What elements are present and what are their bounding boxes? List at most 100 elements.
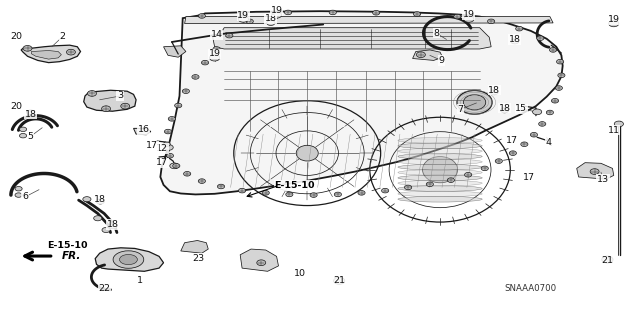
Ellipse shape: [226, 33, 233, 38]
Ellipse shape: [547, 110, 554, 115]
Text: 17: 17: [506, 136, 518, 145]
Ellipse shape: [417, 52, 426, 57]
Ellipse shape: [550, 48, 557, 52]
Ellipse shape: [198, 179, 205, 183]
Ellipse shape: [398, 164, 482, 170]
Text: 18: 18: [509, 35, 521, 44]
Ellipse shape: [164, 129, 172, 134]
Polygon shape: [31, 50, 61, 59]
Ellipse shape: [422, 157, 458, 183]
Ellipse shape: [381, 188, 388, 193]
Text: E-15-10: E-15-10: [47, 241, 88, 250]
Ellipse shape: [398, 143, 482, 149]
Ellipse shape: [209, 55, 220, 61]
Ellipse shape: [447, 178, 454, 182]
Ellipse shape: [285, 10, 292, 15]
Text: 22: 22: [99, 284, 111, 293]
Ellipse shape: [218, 184, 225, 189]
Ellipse shape: [246, 19, 253, 24]
Ellipse shape: [102, 227, 110, 233]
Text: 7: 7: [458, 105, 463, 114]
Text: 3: 3: [117, 92, 123, 100]
Ellipse shape: [465, 173, 472, 177]
Ellipse shape: [240, 11, 247, 16]
Ellipse shape: [333, 277, 345, 284]
Ellipse shape: [271, 12, 282, 18]
Ellipse shape: [83, 197, 91, 202]
Text: 5: 5: [28, 132, 34, 141]
Polygon shape: [161, 11, 563, 195]
Text: 8: 8: [433, 29, 439, 38]
Text: 19: 19: [209, 49, 221, 58]
Ellipse shape: [539, 122, 546, 126]
Ellipse shape: [310, 193, 317, 197]
Ellipse shape: [334, 192, 342, 197]
Ellipse shape: [537, 36, 544, 41]
Ellipse shape: [372, 11, 380, 15]
Ellipse shape: [27, 110, 35, 115]
Text: SNAAA0700: SNAAA0700: [505, 284, 557, 293]
Text: 16: 16: [138, 125, 150, 135]
Ellipse shape: [511, 39, 519, 44]
Polygon shape: [84, 90, 136, 111]
Ellipse shape: [552, 99, 559, 103]
Ellipse shape: [166, 153, 173, 158]
Ellipse shape: [426, 182, 433, 187]
Ellipse shape: [19, 127, 27, 131]
Text: 23: 23: [193, 254, 205, 263]
Ellipse shape: [521, 142, 528, 146]
Ellipse shape: [398, 196, 482, 202]
Ellipse shape: [168, 116, 175, 121]
Ellipse shape: [398, 186, 482, 191]
Ellipse shape: [490, 90, 499, 95]
Polygon shape: [95, 248, 164, 271]
Text: 9: 9: [438, 56, 444, 65]
Text: 12: 12: [156, 144, 168, 153]
Ellipse shape: [557, 59, 564, 64]
Ellipse shape: [19, 133, 27, 138]
Polygon shape: [134, 128, 151, 135]
Text: 20: 20: [11, 102, 22, 111]
Ellipse shape: [481, 166, 488, 171]
Ellipse shape: [398, 137, 482, 143]
Ellipse shape: [454, 14, 461, 19]
Ellipse shape: [262, 190, 269, 195]
Polygon shape: [164, 46, 186, 57]
Text: E-15-10: E-15-10: [274, 181, 315, 190]
Polygon shape: [577, 163, 614, 179]
Ellipse shape: [239, 188, 246, 193]
Ellipse shape: [329, 10, 337, 15]
Ellipse shape: [170, 163, 179, 169]
Polygon shape: [21, 45, 81, 63]
Ellipse shape: [398, 148, 482, 154]
Text: 18: 18: [499, 104, 511, 113]
Ellipse shape: [531, 132, 538, 137]
Ellipse shape: [96, 199, 104, 204]
Ellipse shape: [23, 46, 32, 51]
Ellipse shape: [192, 75, 199, 79]
Text: 17: 17: [156, 158, 168, 167]
Ellipse shape: [93, 216, 102, 221]
Ellipse shape: [358, 190, 365, 195]
Ellipse shape: [500, 108, 509, 113]
Ellipse shape: [398, 191, 482, 197]
Text: 19: 19: [463, 11, 475, 19]
Ellipse shape: [532, 109, 541, 115]
Ellipse shape: [404, 185, 412, 190]
Ellipse shape: [398, 175, 482, 181]
Ellipse shape: [556, 86, 563, 90]
Text: 2: 2: [60, 32, 66, 41]
Ellipse shape: [609, 20, 619, 27]
Ellipse shape: [113, 251, 144, 268]
Ellipse shape: [109, 224, 117, 229]
Text: 21: 21: [333, 276, 345, 285]
Ellipse shape: [102, 106, 111, 112]
Text: 19: 19: [271, 6, 283, 15]
Text: 18: 18: [25, 110, 36, 119]
Text: 20: 20: [11, 32, 22, 41]
Ellipse shape: [163, 142, 170, 146]
Ellipse shape: [173, 164, 180, 168]
Ellipse shape: [286, 192, 293, 197]
Ellipse shape: [614, 121, 623, 127]
Text: 18: 18: [94, 195, 106, 204]
